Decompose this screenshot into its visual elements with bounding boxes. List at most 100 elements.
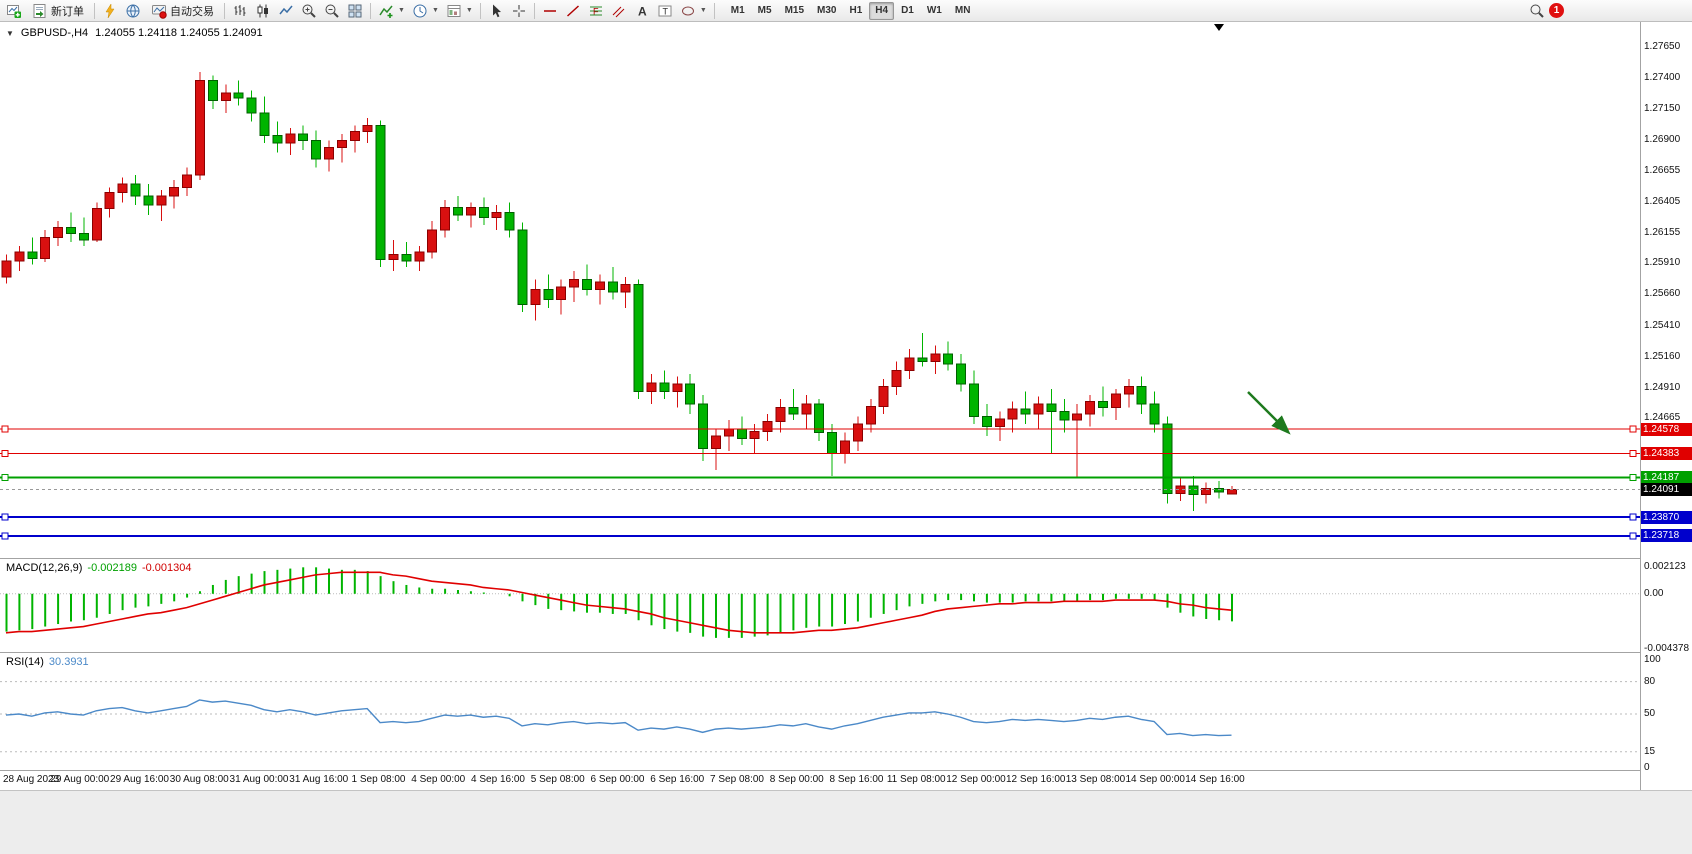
candle [736, 428, 747, 440]
panel-splitter[interactable] [0, 558, 1692, 559]
timeframe-button-h1[interactable]: H1 [843, 2, 868, 20]
candle [969, 383, 979, 417]
price-axis-label: 1.27650 [1644, 40, 1681, 52]
line-handle[interactable] [1, 449, 9, 457]
candle [1188, 485, 1199, 496]
line-handle[interactable] [1629, 474, 1637, 482]
trendline-icon [566, 4, 579, 17]
timeframe-button-h4[interactable]: H4 [869, 1, 895, 20]
line-handle[interactable] [1629, 513, 1637, 521]
candle [388, 254, 399, 261]
auto-trading-button[interactable]: 自动交易 [145, 1, 220, 20]
new-order-button[interactable]: 新订单 [26, 1, 90, 20]
notification-badge[interactable]: 1 [1549, 3, 1564, 18]
line-handle[interactable] [1629, 425, 1637, 433]
auto-trading-icon [152, 4, 167, 19]
candle [1007, 408, 1018, 420]
line-handle[interactable] [1, 474, 9, 482]
metaeditor-button[interactable] [99, 1, 121, 20]
fibonacci-tool-button[interactable]: F [585, 1, 607, 20]
time-axis-label: 30 Aug 08:00 [169, 774, 229, 785]
candlestick-chart-button[interactable] [252, 1, 274, 20]
rsi-indicator-label: RSI(14) 30.3931 [6, 656, 94, 668]
bar-chart-button[interactable] [229, 1, 251, 20]
rsi-axis-label: 50 [1644, 708, 1656, 719]
cursor-button[interactable] [485, 1, 507, 20]
candle [594, 281, 605, 291]
candle [814, 403, 825, 434]
horizontal-line-tool-button[interactable] [539, 1, 561, 20]
line-handle[interactable] [1629, 449, 1637, 457]
rsi-panel-canvas[interactable] [0, 653, 1640, 770]
candle [582, 279, 592, 291]
candle [711, 435, 721, 450]
chart-dropdown-icon[interactable]: ▼ [6, 28, 14, 38]
chart-shift-marker[interactable] [1214, 24, 1224, 31]
candle [195, 80, 205, 176]
channels-tool-button[interactable] [608, 1, 630, 20]
auto-trading-label: 自动交易 [170, 5, 214, 18]
price-line-badge: 1.24578 [1641, 422, 1692, 436]
candle [1227, 489, 1237, 495]
rsi-axis-label: 80 [1644, 675, 1656, 687]
price-axis-separator [1640, 22, 1641, 790]
candle [1110, 393, 1121, 409]
timeframe-button-m15[interactable]: M15 [779, 2, 810, 20]
timeframe-button-m5[interactable]: M5 [752, 2, 778, 20]
candle [272, 134, 283, 144]
tile-windows-button[interactable] [344, 1, 366, 20]
line-handle[interactable] [1, 425, 9, 433]
search-icon [1530, 4, 1544, 18]
bar-chart-icon [234, 4, 246, 16]
text-tool-button[interactable]: A [631, 1, 653, 20]
candle [917, 357, 928, 363]
candle [659, 382, 670, 392]
globe-icon [126, 4, 140, 17]
market-watch-button[interactable] [122, 1, 144, 20]
chart-ohlc-values: 1.24055 1.24118 1.24055 1.24091 [95, 27, 263, 39]
candle [427, 229, 438, 253]
text-label-tool-button[interactable]: T [654, 1, 676, 20]
templates-button[interactable]: ▼ [443, 1, 476, 20]
zoom-in-button[interactable] [298, 1, 320, 20]
line-handle[interactable] [1, 513, 9, 521]
timeframe-button-d1[interactable]: D1 [895, 2, 920, 20]
macd-panel-canvas[interactable] [0, 559, 1640, 652]
trendline-tool-button[interactable] [562, 1, 584, 20]
time-axis-separator [0, 770, 1692, 771]
price-chart-canvas[interactable] [0, 22, 1640, 558]
line-chart-button[interactable] [275, 1, 297, 20]
new-chart-button[interactable] [3, 1, 25, 20]
candle [556, 286, 567, 300]
shapes-tool-button[interactable]: ▼ [677, 1, 710, 20]
line-handle[interactable] [1629, 532, 1637, 540]
arrow-annotation[interactable] [1247, 391, 1291, 435]
candle [453, 206, 463, 216]
search-button[interactable] [1526, 1, 1548, 20]
price-axis-label: 1.27150 [1644, 103, 1681, 115]
time-axis-label: 28 Aug 2023 [3, 774, 60, 785]
candle [840, 440, 850, 455]
toolbar-separator [224, 2, 225, 19]
candle [904, 357, 915, 371]
panel-splitter[interactable] [0, 652, 1692, 653]
time-axis-label: 13 Sep 08:00 [1065, 774, 1126, 785]
indicators-button[interactable]: ▼ [375, 1, 408, 20]
timeframe-button-w1[interactable]: W1 [921, 2, 948, 20]
periods-button[interactable]: ▼ [409, 1, 442, 20]
candle [182, 174, 193, 189]
timeframe-button-m30[interactable]: M30 [811, 2, 842, 20]
candle [865, 405, 876, 425]
time-axis-label: 14 Sep 00:00 [1125, 774, 1186, 785]
price-line-badge: 1.23870 [1641, 510, 1692, 524]
candle [66, 226, 76, 235]
notification-count: 1 [1553, 5, 1560, 16]
candle [788, 407, 799, 415]
crosshair-button[interactable] [508, 1, 530, 20]
zoom-out-button[interactable] [321, 1, 343, 20]
timeframe-button-mn[interactable]: MN [949, 2, 977, 20]
timeframe-button-m1[interactable]: M1 [725, 2, 751, 20]
line-handle[interactable] [1, 532, 9, 540]
time-axis-label: 8 Sep 00:00 [769, 774, 824, 785]
time-axis-label: 12 Sep 00:00 [946, 774, 1006, 785]
